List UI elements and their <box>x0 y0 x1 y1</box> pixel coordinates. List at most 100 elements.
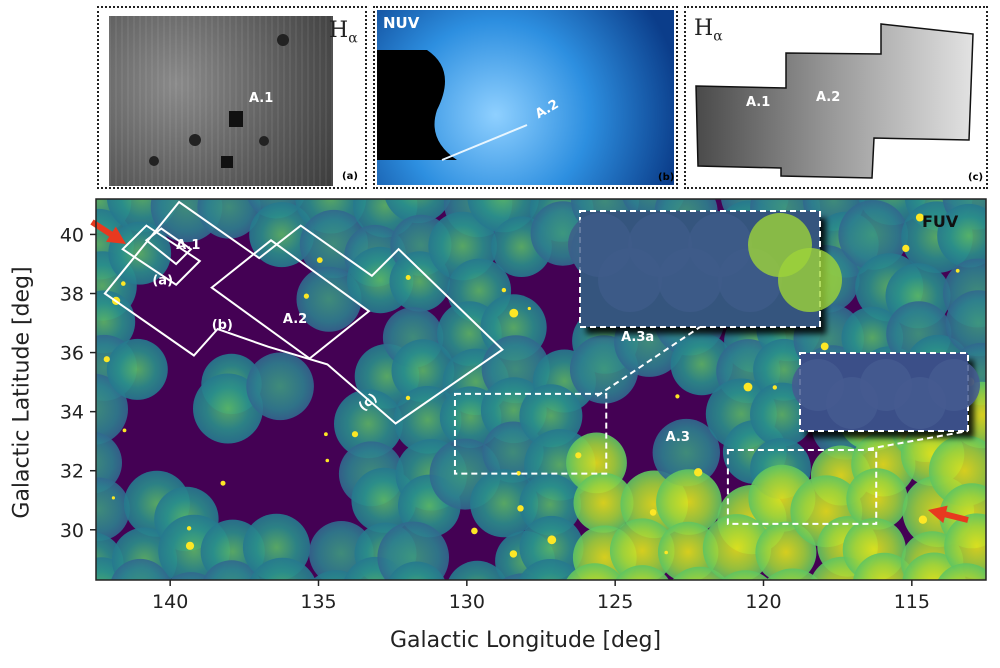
bright-source <box>303 293 309 299</box>
bright-source <box>316 257 323 263</box>
inset-a-dark-spot <box>259 136 269 146</box>
x-tick-label: 120 <box>745 591 781 613</box>
inset-b-title: NUV <box>383 14 420 32</box>
annotation-label: A.3a <box>621 330 654 345</box>
fuv-tile <box>169 572 213 580</box>
y-tick-label: 36 <box>60 343 84 365</box>
bright-source <box>918 515 928 524</box>
bright-source <box>103 356 110 363</box>
bright-source <box>527 306 531 311</box>
inset-b-black-gap <box>377 50 457 160</box>
y-tick-label: 34 <box>60 402 84 424</box>
inset-c-title-sub: α <box>713 28 723 45</box>
bright-source <box>547 535 557 545</box>
bright-source <box>772 385 777 390</box>
inset-a-dark-spot <box>277 34 289 46</box>
arrow-bottom-right-head <box>928 505 948 524</box>
y-tick-label: 40 <box>60 224 84 246</box>
zoom-connector <box>596 326 701 397</box>
x-tick-label: 130 <box>449 591 485 613</box>
fuv-tile <box>766 568 819 580</box>
footprint-c-outline <box>103 200 504 425</box>
fuv-tile <box>518 559 583 580</box>
arrow-top-left-head <box>105 226 126 244</box>
bright-source <box>902 244 910 252</box>
bright-source <box>694 468 703 477</box>
inset-a-dark-spot <box>221 156 233 168</box>
bright-source <box>351 431 359 438</box>
inset-c-halpha-mosaic <box>695 23 974 179</box>
fuv-tile <box>838 200 908 270</box>
annotation-label: (a) <box>152 274 173 289</box>
fuv-tile <box>846 468 908 530</box>
fuv-tile <box>202 560 261 580</box>
fuv-tile <box>448 560 507 580</box>
bright-source <box>509 308 519 318</box>
x-axis-label: Galactic Longitude [deg] <box>390 628 662 653</box>
axes: 140 135 130 125 120 115 30 32 34 36 38 40 <box>60 224 930 613</box>
bright-source <box>820 342 829 351</box>
fuv-tile <box>111 558 170 580</box>
inset-c-title-text: H <box>694 16 714 41</box>
fuv-tile <box>193 373 263 444</box>
y-tick-label: 38 <box>60 284 84 306</box>
fuv-tile <box>702 514 772 580</box>
inset-c-mosaic-outline <box>695 23 974 179</box>
y-tick-label: 30 <box>60 520 84 542</box>
bright-source <box>220 480 226 486</box>
fuv-tile <box>566 563 624 580</box>
inset-b-letter: (b) <box>658 172 675 183</box>
inset-a-title-text: H <box>329 18 349 43</box>
x-tick-label: 140 <box>152 591 188 613</box>
fuv-tile <box>937 203 986 268</box>
fuv-tile <box>388 561 445 580</box>
overlays: A.1A.2A.3A.3a(a)(b)(c) <box>90 200 980 525</box>
x-tick-label: 115 <box>894 591 930 613</box>
inset-a-letter: (a) <box>342 171 358 182</box>
zoom-panel-a3a-tile <box>778 248 842 312</box>
plot-frame <box>95 198 987 581</box>
fuv-tile <box>609 518 675 580</box>
bright-source <box>501 287 507 293</box>
bright-source <box>324 432 328 437</box>
fuv-tile <box>652 418 720 487</box>
y-axis-label: Galactic Latitude [deg] <box>9 266 35 519</box>
bright-source <box>517 505 524 512</box>
fuv-tile <box>391 339 455 403</box>
bright-source <box>575 452 582 459</box>
y-tick-label: 32 <box>60 461 84 483</box>
inset-a-title: Hα <box>329 18 358 46</box>
fuv-tile <box>937 563 986 580</box>
annotation-label: A.2 <box>283 312 307 327</box>
a1-box <box>144 227 193 266</box>
inset-c-panel: Hα A.1 A.2 (c) <box>684 6 988 189</box>
bright-source <box>915 213 924 222</box>
inset-c-title: Hα <box>694 16 723 44</box>
bright-source <box>325 458 330 463</box>
bright-source <box>405 395 411 401</box>
inset-a-halpha-image: A.1 <box>109 16 333 186</box>
inset-a-region-label: A.1 <box>249 91 274 106</box>
bright-source <box>649 509 657 516</box>
bright-source <box>111 496 115 500</box>
fuv-tile <box>945 290 986 357</box>
fuv-tile <box>573 472 634 533</box>
inset-a-title-sub: α <box>348 30 358 47</box>
bright-source <box>122 428 127 433</box>
fuv-tile <box>853 552 916 580</box>
x-tick-label: 125 <box>597 591 633 613</box>
fuv-tile <box>470 469 539 538</box>
inset-b-mask-svg <box>377 50 528 161</box>
zoom-box-right <box>726 449 878 525</box>
fuv-tile <box>246 352 314 421</box>
bright-source <box>185 541 195 550</box>
bright-source <box>121 281 126 286</box>
fuv-tile <box>670 333 733 396</box>
zoom-connector <box>867 430 969 450</box>
inset-a-panel: A.1 Hα (a) <box>97 6 367 189</box>
inset-a-dark-spot <box>149 156 159 166</box>
bright-source <box>516 471 521 476</box>
bright-source <box>675 394 680 399</box>
bright-source <box>664 550 668 555</box>
